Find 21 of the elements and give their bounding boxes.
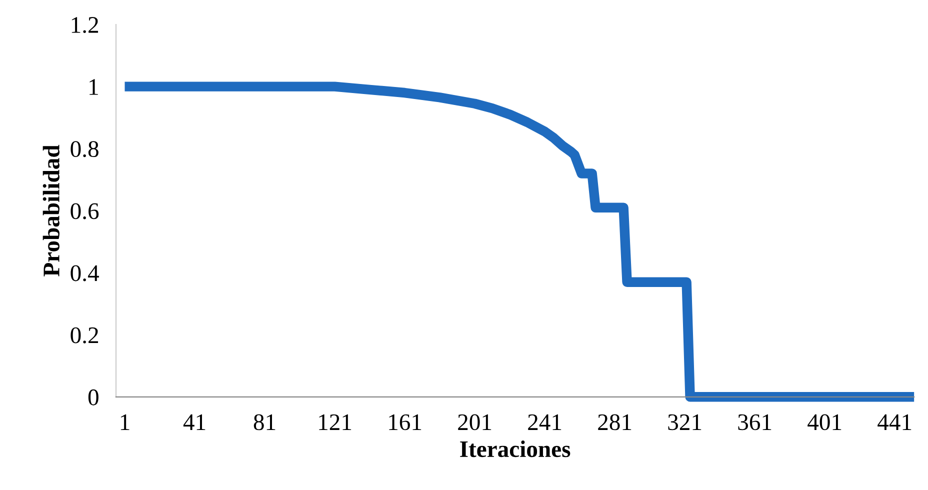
y-axis-title: Probabilidad (42, 144, 60, 276)
x-tick-label: 281 (598, 414, 632, 430)
y-tick-label: 0.4 (70, 265, 99, 282)
x-axis-title: Iteraciones (460, 440, 570, 458)
x-tick-label: 121 (319, 414, 352, 430)
x-tick-label: 1 (120, 414, 130, 430)
x-tick-label: 321 (668, 414, 702, 430)
y-tick-label: 1 (90, 79, 98, 95)
x-tick-label: 241 (528, 414, 562, 430)
x-tick-label: 41 (183, 414, 206, 430)
x-tick-label: 161 (389, 414, 422, 430)
y-tick-label: 1.2 (72, 17, 98, 34)
y-tick-label: 0.8 (70, 141, 98, 158)
x-tick-label: 361 (738, 414, 772, 430)
y-tick-label: 0 (88, 389, 98, 406)
y-tick-label: 0.2 (70, 327, 98, 344)
x-tick-label: 401 (808, 414, 842, 430)
x-tick-label: 441 (878, 414, 912, 430)
y-tick-label: 0.6 (70, 203, 99, 220)
x-tick-label: 81 (254, 414, 276, 430)
x-tick-label: 201 (458, 414, 492, 430)
